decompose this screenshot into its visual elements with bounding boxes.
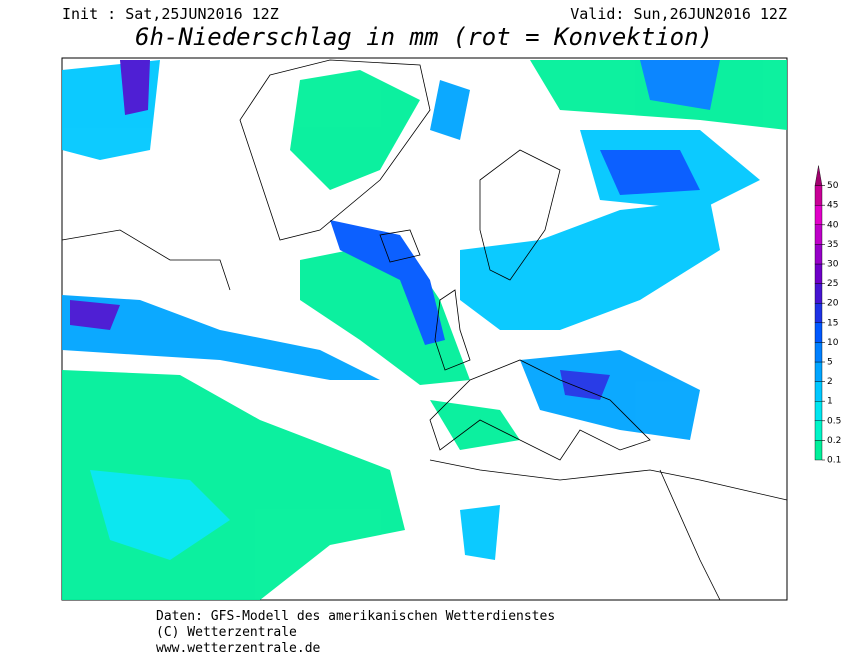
colorbar-label: 30: [827, 260, 839, 270]
map: [61, 57, 788, 601]
precip-area: [460, 200, 720, 330]
colorbar-label: 25: [827, 279, 838, 289]
coastline: [479, 149, 561, 281]
precip-area: [90, 470, 230, 560]
precip-area: [300, 240, 470, 385]
coastline: [659, 469, 721, 601]
colorbar-label: 0.2: [827, 436, 841, 446]
precip-area: [460, 505, 500, 560]
colorbar-label: 10: [827, 338, 839, 348]
colorbar-label: 50: [827, 181, 839, 191]
colorbar-label: 40: [827, 220, 839, 230]
colorbar-label: 45: [827, 201, 838, 211]
precip-area: [290, 70, 420, 190]
colorbar-swatch: [814, 420, 823, 441]
coastline: [429, 459, 788, 501]
precip-area: [640, 60, 720, 110]
valid-time: Valid: Sun,26JUN2016 12Z: [570, 5, 787, 23]
colorbar-swatch: [814, 322, 823, 343]
colorbar-label: 1: [827, 397, 833, 407]
precip-area: [120, 60, 150, 115]
colorbar-swatch: [814, 361, 823, 382]
coastline: [434, 289, 471, 371]
precip-area: [560, 370, 610, 400]
colorbar-swatch: [814, 185, 823, 206]
footer-line: www.wetterzentrale.de: [156, 641, 321, 656]
colorbar-label: 0.1: [827, 456, 841, 466]
footer-line: Daten: GFS-Modell des amerikanischen Wet…: [156, 609, 555, 624]
colorbar-swatch: [814, 244, 823, 265]
colorbar-swatch: [814, 440, 823, 461]
colorbar-label: 0.5: [827, 416, 841, 426]
precip-area: [600, 150, 700, 195]
init-time: Init : Sat,25JUN2016 12Z: [62, 5, 279, 23]
coastline: [61, 229, 231, 291]
precip-area: [330, 220, 445, 345]
colorbar-swatch: [814, 401, 823, 422]
colorbar-label: 15: [827, 318, 838, 328]
colorbar-swatch: [814, 381, 823, 402]
colorbar-label: 2: [827, 377, 833, 387]
precip-area: [70, 300, 120, 330]
colorbar-swatch: [814, 303, 823, 324]
colorbar-label: 20: [827, 299, 839, 309]
coastline: [429, 359, 651, 461]
coastline: [239, 59, 431, 241]
colorbar-swatch: [814, 165, 823, 186]
map-title: 6h-Niederschlag in mm (rot = Konvektion): [135, 23, 713, 51]
colorbar-swatch: [814, 263, 823, 284]
footer-line: (C) Wetterzentrale: [156, 625, 297, 640]
colorbar-swatch: [814, 224, 823, 245]
colorbar-label: 5: [827, 358, 833, 368]
colorbar-swatch: [814, 283, 823, 304]
colorbar-label: 35: [827, 240, 838, 250]
coastline: [379, 229, 421, 263]
precip-area: [430, 80, 470, 140]
colorbar-swatch: [814, 204, 823, 225]
precip-area: [62, 295, 380, 380]
precip-area: [430, 400, 520, 450]
colorbar-swatch: [814, 342, 823, 363]
